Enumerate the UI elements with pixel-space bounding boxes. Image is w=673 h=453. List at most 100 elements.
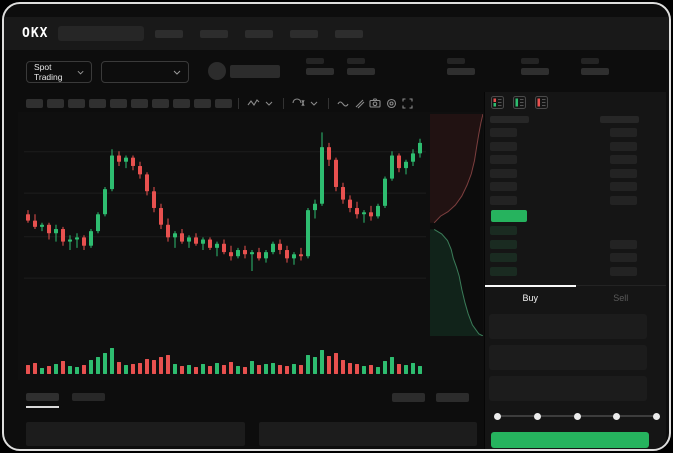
bid-row[interactable] <box>490 266 637 276</box>
ask-row[interactable] <box>490 182 637 191</box>
nav-item-placeholder[interactable] <box>200 29 229 38</box>
nav-item-placeholder[interactable] <box>335 29 364 38</box>
timeframe-buttons <box>26 98 232 108</box>
orderbook-asks <box>490 128 637 205</box>
ask-row[interactable] <box>490 128 637 137</box>
chevron-down-icon[interactable] <box>261 96 277 110</box>
ask-price-placeholder <box>490 168 517 178</box>
ask-amount-placeholder <box>610 141 637 151</box>
orderbook-price-header-placeholder <box>490 116 529 123</box>
market-type-dropdown[interactable]: Spot Trading <box>26 61 92 83</box>
book-asks-icon[interactable] <box>535 96 548 109</box>
bid-row[interactable] <box>490 239 637 249</box>
chart-style-icon[interactable] <box>245 96 261 110</box>
ask-row[interactable] <box>490 141 637 151</box>
buy-button[interactable] <box>491 432 649 448</box>
nav-item-placeholder[interactable] <box>290 29 319 38</box>
draw-tool-icon[interactable] <box>351 96 367 110</box>
line-tool-icon[interactable] <box>335 96 351 110</box>
orders-panel <box>18 384 484 449</box>
indicators-icon[interactable] <box>290 96 306 110</box>
depth-profile-chart[interactable] <box>430 114 483 336</box>
ask-row[interactable] <box>490 155 637 164</box>
orders-action-placeholder[interactable] <box>392 393 425 402</box>
search-input[interactable] <box>58 26 145 41</box>
bid-row[interactable] <box>490 226 637 235</box>
ticker-stat-placeholder <box>581 58 611 78</box>
tab-sell[interactable]: Sell <box>613 293 629 303</box>
timeframe-button-placeholder[interactable] <box>131 98 148 108</box>
orders-content-placeholder <box>26 422 245 446</box>
slider-stop[interactable] <box>613 412 621 420</box>
slider-stop[interactable] <box>494 412 501 420</box>
order-form-field-placeholder[interactable] <box>489 345 647 370</box>
slider-stop[interactable] <box>573 412 581 420</box>
orders-content <box>26 422 477 446</box>
timeframe-button-placeholder[interactable] <box>173 98 190 108</box>
trade-sidebar: Buy Sell <box>484 92 666 449</box>
top-nav-bar: OKX <box>4 17 669 50</box>
book-all-icon[interactable] <box>491 96 504 109</box>
camera-icon[interactable] <box>367 96 383 110</box>
stat-value-placeholder <box>347 68 375 75</box>
timeframe-button-placeholder[interactable] <box>68 98 85 108</box>
orders-tab-placeholder[interactable] <box>72 393 105 401</box>
orderbook-amount-header-placeholder <box>600 116 639 123</box>
last-price-badge[interactable] <box>491 210 527 222</box>
order-form-field-placeholder[interactable] <box>489 314 647 339</box>
timeframe-button-placeholder[interactable] <box>26 98 43 108</box>
timeframe-button-placeholder[interactable] <box>47 98 64 108</box>
amount-percent-slider[interactable] <box>494 410 660 422</box>
ticker-stats <box>4 50 669 92</box>
timeframe-button-placeholder[interactable] <box>89 98 106 108</box>
orders-tab-active-placeholder[interactable] <box>26 393 59 401</box>
order-form-field-placeholder[interactable] <box>489 376 647 401</box>
ask-price-placeholder <box>490 195 517 205</box>
coin-avatar[interactable] <box>208 62 226 80</box>
candlestick-chart[interactable] <box>24 119 426 337</box>
book-bids-icon[interactable] <box>513 96 526 109</box>
tab-buy[interactable]: Buy <box>485 285 576 308</box>
orders-action-placeholder[interactable] <box>436 393 469 402</box>
nav-item-placeholder[interactable] <box>245 29 274 38</box>
chart-toolbar <box>4 94 474 112</box>
active-tab-underline <box>26 406 59 408</box>
ticker-stat-placeholder <box>447 58 477 78</box>
bid-price-placeholder <box>490 253 517 262</box>
stat-value-placeholder <box>521 68 549 75</box>
stat-label-placeholder <box>306 58 324 64</box>
slider-stop[interactable] <box>533 412 541 420</box>
stat-label-placeholder <box>581 58 599 64</box>
chart-panel[interactable] <box>18 112 484 380</box>
settings-icon[interactable] <box>383 96 399 110</box>
bid-row[interactable] <box>490 253 637 262</box>
ask-amount-placeholder <box>610 182 637 191</box>
pair-filter-dropdown[interactable] <box>101 61 189 83</box>
ask-price-placeholder <box>490 155 517 164</box>
slider-stop[interactable] <box>653 412 660 420</box>
timeframe-button-placeholder[interactable] <box>194 98 211 108</box>
nav-item-placeholder[interactable] <box>155 29 184 38</box>
slider-stops <box>494 410 660 422</box>
timeframe-button-placeholder[interactable] <box>152 98 169 108</box>
pair-name-placeholder[interactable] <box>230 65 280 78</box>
timeframe-button-placeholder[interactable] <box>110 98 127 108</box>
ticker-stat-placeholder <box>347 58 377 78</box>
ask-price-placeholder <box>490 141 517 151</box>
okx-logo: OKX <box>22 26 49 41</box>
bid-amount-placeholder <box>610 266 637 276</box>
order-form-fields <box>489 314 647 401</box>
chevron-down-icon[interactable] <box>306 96 322 110</box>
toolbar-divider <box>238 97 239 109</box>
ask-price-placeholder <box>490 128 517 137</box>
ask-amount-placeholder <box>610 155 637 164</box>
volume-chart[interactable] <box>24 344 426 374</box>
orderbook-view-modes <box>491 96 548 109</box>
orders-panel-actions <box>392 393 469 402</box>
timeframe-button-placeholder[interactable] <box>215 98 232 108</box>
ask-amount-placeholder <box>610 168 637 178</box>
fullscreen-icon[interactable] <box>399 96 415 110</box>
ask-row[interactable] <box>490 168 637 178</box>
ask-row[interactable] <box>490 195 637 205</box>
